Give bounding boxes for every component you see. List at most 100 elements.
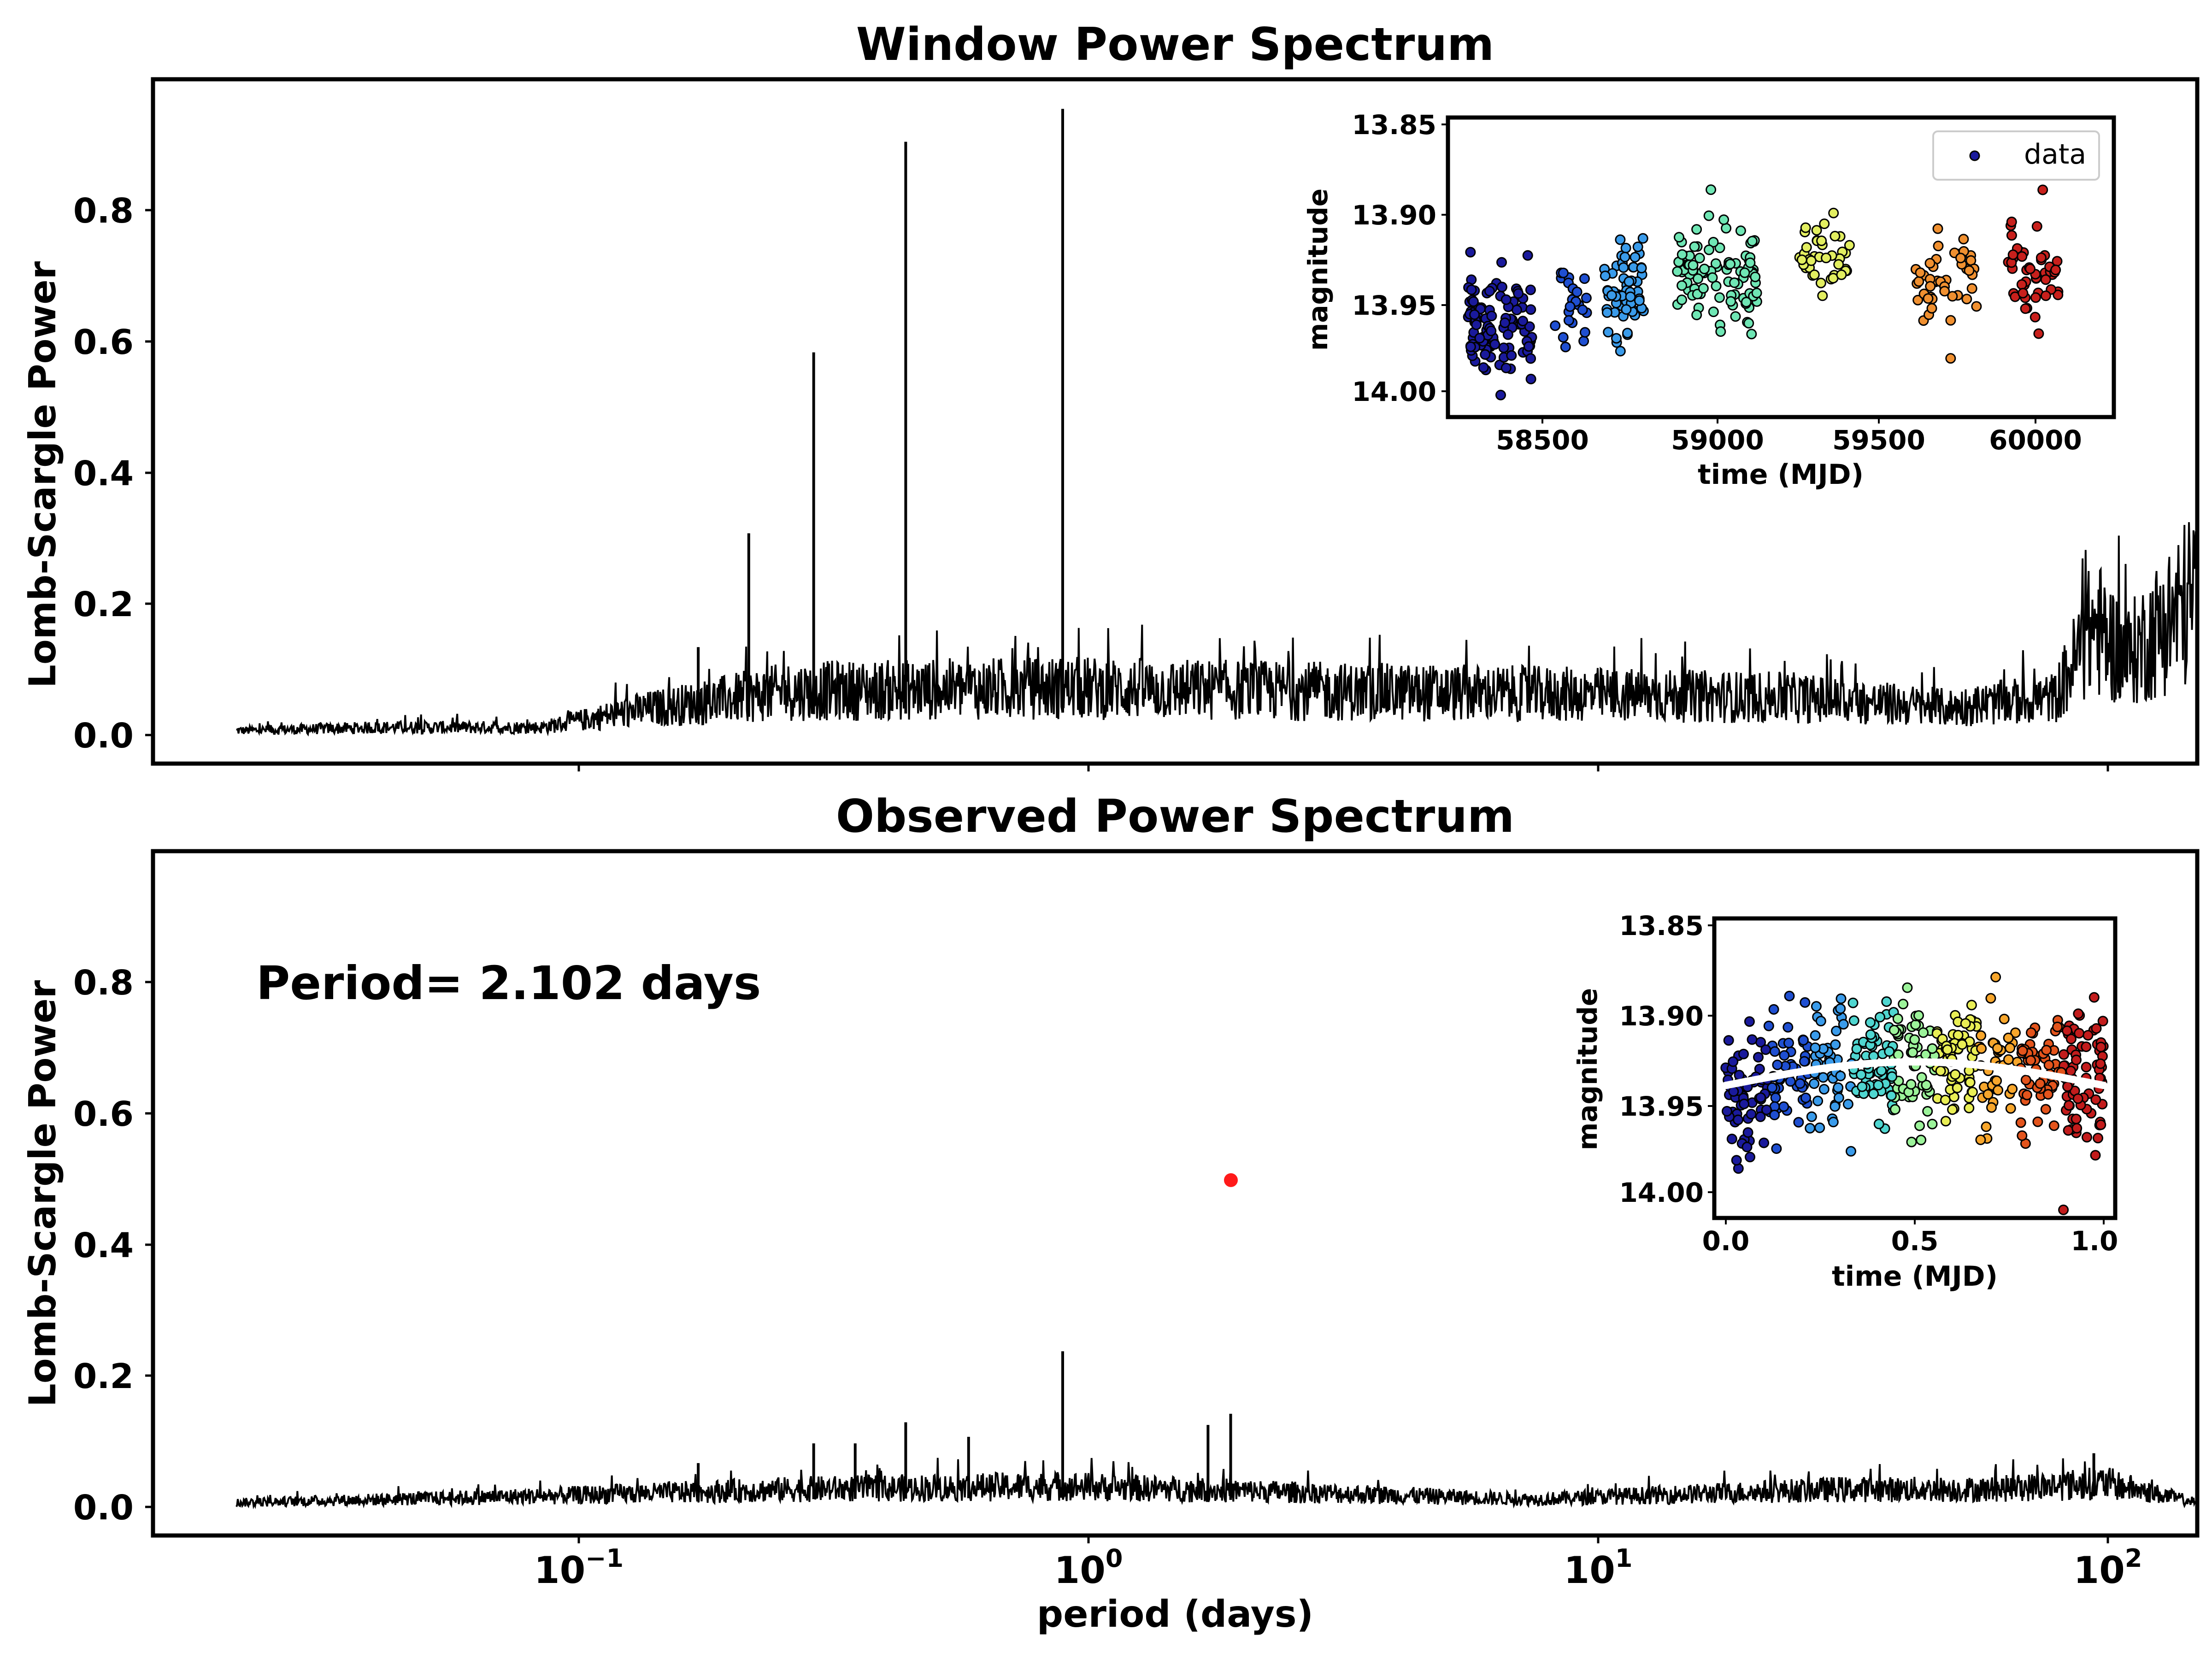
inset-data-point (1728, 1056, 1739, 1067)
inset-data-point (2088, 992, 2100, 1003)
observed-inset-xticks: 0.0 0.5 1.0 (1702, 1218, 2118, 1257)
inset-data-point (1755, 1092, 1766, 1103)
inset-data-point (1873, 1080, 1884, 1091)
inset-data-point (2073, 1008, 2084, 1019)
inset-data-point (1730, 311, 1741, 322)
inset-data-point (1831, 1025, 1842, 1036)
window-spectrum (236, 109, 2198, 737)
inset-data-point (1927, 1043, 1938, 1054)
inset-data-point (1902, 982, 1913, 993)
inset-data-point (1961, 294, 1972, 305)
inset-data-point (2052, 1021, 2063, 1032)
inset-data-point (1698, 283, 1709, 294)
window-ytick-label: 0.0 (73, 716, 134, 756)
inset-data-point (2020, 1075, 2031, 1086)
inset-data-point (1992, 1043, 2003, 1054)
inset-data-point (1794, 1078, 1806, 1089)
window-inset-frame (1446, 115, 2116, 419)
inset-data-point (1990, 971, 2001, 982)
inset-data-point (1768, 1004, 1779, 1015)
inset-data-point (2006, 217, 2017, 227)
inset-data-point (1976, 1030, 1987, 1041)
inset-data-point (2030, 312, 2041, 323)
inset-data-point (1965, 1077, 1976, 1088)
inset-data-point (1571, 287, 1583, 297)
inset-data-point (1999, 1013, 2010, 1024)
inset-data-point (1868, 1088, 1879, 1100)
inset-data-point (1471, 319, 1482, 330)
inset-data-point (1835, 1071, 1846, 1082)
observed-ytick-label: 0.6 (73, 1094, 134, 1134)
inset-data-point (1688, 260, 1699, 271)
observed-axes-frame (151, 849, 2200, 1538)
inset-data-point (2007, 249, 2018, 260)
model-fit-curve (1722, 1058, 2108, 1089)
inset-data-point (1563, 315, 1574, 326)
inset-data-point (1986, 1102, 1997, 1113)
inset-data-point (1981, 1121, 1992, 1132)
inset-data-point (2022, 1089, 2032, 1100)
inset-data-point (2003, 1032, 2014, 1043)
observed-xtick-label: 101 (1564, 1544, 1633, 1592)
inset-data-point (1619, 252, 1630, 263)
inset-data-point (1636, 263, 1647, 274)
inset-data-point (2017, 251, 2028, 262)
inset-data-point (1711, 281, 1722, 292)
inset-data-point (1964, 265, 1975, 276)
window-inset-ylabel: magnitude (1302, 188, 1334, 351)
inset-data-point (1691, 309, 1702, 320)
inset-data-point (2017, 1130, 2028, 1141)
inset-data-point (2065, 1065, 2077, 1077)
inset-data-point (1818, 1084, 1830, 1095)
inset-data-point (2063, 1125, 2074, 1136)
inset-data-point (1506, 350, 1517, 361)
inset-data-point (1634, 295, 1645, 306)
inset-data-point (1522, 250, 1533, 261)
window-inset: data 13.85 13.90 13.95 14.00 58500 59000… (1302, 109, 2116, 491)
inset-data-point (1842, 1099, 1853, 1110)
inset-data-point (1500, 318, 1511, 328)
inset-data-point (2037, 184, 2048, 195)
inset-data-point (1800, 997, 1811, 1008)
inset-data-point (1718, 214, 1730, 225)
spectrum-line (236, 522, 2198, 737)
inset-data-point (1741, 1141, 1753, 1153)
inset-data-point (1745, 1152, 1755, 1163)
inset-data-point (1819, 218, 1830, 229)
inset-data-point (2017, 1045, 2028, 1056)
inset-data-point (2053, 289, 2064, 300)
observed-panel: Observed Power Spectrum Lomb-Scargle Pow… (21, 790, 2200, 1635)
inset-data-point (2032, 1116, 2043, 1127)
inset-data-point (2041, 1045, 2052, 1056)
observed-inset-xtick-label: 0.5 (1891, 1225, 1939, 1257)
inset-data-point (1833, 259, 1844, 270)
inset-data-point (1892, 1013, 1903, 1024)
inset-data-point (1912, 294, 1924, 306)
inset-data-point (1875, 1012, 1885, 1023)
inset-data-point (1550, 320, 1561, 331)
inset-data-point (1525, 304, 1536, 315)
inset-data-point (1751, 288, 1762, 299)
inset-data-point (2064, 1100, 2074, 1111)
inset-data-point (2016, 279, 2027, 290)
observed-ytick-label: 0.8 (73, 963, 134, 1003)
inset-data-point (1783, 1022, 1794, 1033)
inset-data-point (1715, 326, 1726, 337)
inset-data-point (1581, 293, 1592, 304)
inset-data-point (1884, 1046, 1895, 1057)
inset-data-point (1689, 241, 1700, 252)
inset-data-point (1907, 1047, 1918, 1058)
inset-data-point (1721, 223, 1732, 234)
inset-data-point (1703, 210, 1714, 221)
inset-data-point (1558, 332, 1569, 343)
window-ytick-label: 0.4 (73, 454, 134, 494)
inset-data-point (1926, 303, 1937, 314)
inset-data-point (1672, 266, 1683, 277)
inset-data-point (2010, 1027, 2021, 1038)
inset-data-point (1729, 277, 1740, 288)
inset-data-point (1800, 1092, 1811, 1103)
inset-data-point (1851, 1043, 1862, 1054)
inset-data-point (1746, 329, 1757, 340)
inset-data-point (1933, 241, 1944, 252)
inset-data-point (1815, 277, 1826, 288)
